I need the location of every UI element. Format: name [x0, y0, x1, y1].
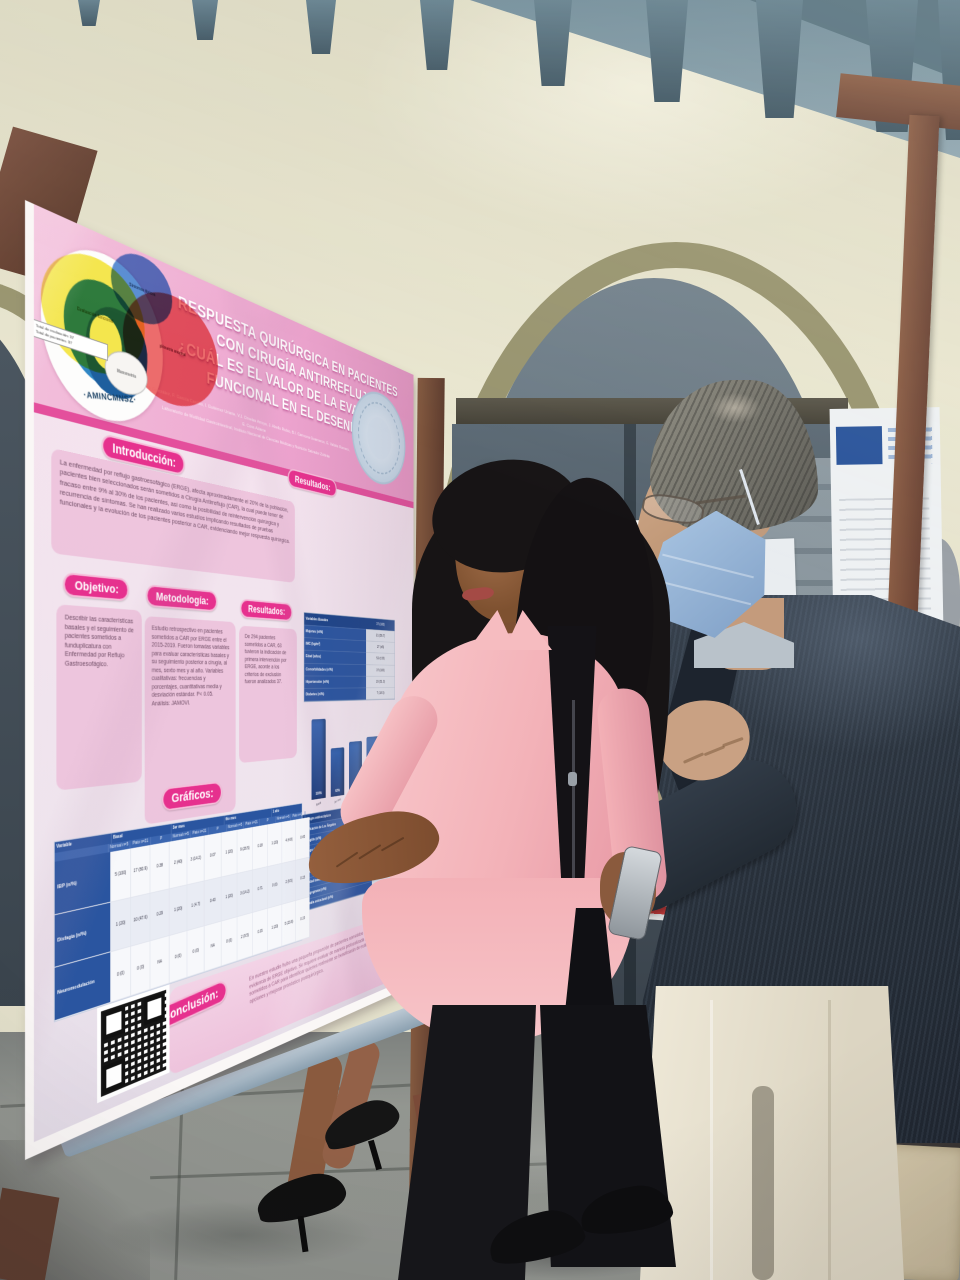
finger-line	[358, 844, 382, 860]
table-cell: 0 (0)	[169, 931, 188, 984]
table-cell: 0 (0)	[187, 926, 205, 978]
table-cell: 37 (100)	[366, 664, 395, 677]
table-cell: 1 (20)	[221, 829, 238, 878]
objetivo-panel: Describir las características basales y …	[56, 604, 142, 791]
pants-shadow-gap	[752, 1086, 774, 1280]
table-cell: 4 (4.8)	[282, 819, 297, 864]
table-cell: NA	[204, 921, 222, 972]
table-cell: 10 (47.6)	[131, 893, 151, 947]
bar-value-label: 62%	[335, 788, 340, 794]
table-cell: 0 (0)	[221, 917, 238, 967]
table-cell: 7 (18.9)	[366, 687, 395, 700]
table-cell: 1 (20)	[221, 873, 238, 922]
finger-line	[703, 745, 726, 757]
mask-fold	[662, 554, 754, 579]
roof-beam	[78, 0, 100, 26]
table-cell: 1 (20)	[110, 897, 132, 953]
finger-line	[380, 836, 405, 852]
table-cell: 0 (0)	[131, 941, 151, 997]
table-cell: 27 (±5)	[366, 641, 395, 655]
table-cell: 1 (20)	[267, 904, 283, 952]
table-cell: 0.43	[204, 877, 222, 927]
table-cell: 0 (0)	[267, 863, 283, 909]
table-cell: NA	[150, 936, 170, 990]
table-cell: 0.29	[150, 888, 170, 942]
table-cell: 5 (100)	[110, 848, 132, 903]
table-cell: 0 (0)	[110, 946, 132, 1003]
metodologia-text: Estudio retrospectivo en pacientes somet…	[151, 623, 230, 707]
table-cell: 0.15	[252, 908, 268, 956]
pants-crease	[710, 1000, 713, 1280]
floor-dark-patch	[60, 1190, 420, 1280]
table-cell: 52 (±15)	[366, 653, 395, 666]
finger-line	[335, 851, 359, 868]
bar-value-label: 100%	[315, 791, 322, 797]
table-row: Comorbilidades (n/%) 37 (100)	[304, 663, 395, 677]
bar: 62%	[330, 747, 345, 797]
section-label-resultados-col: Resultados:	[240, 598, 293, 622]
roof-beam	[306, 0, 336, 54]
bar: 100%	[311, 718, 326, 800]
table-cell: 0.15	[296, 897, 310, 942]
table-cell: 19 (51.3)	[366, 676, 395, 689]
table-cell: 3 (14.2)	[237, 870, 253, 918]
right-poster-blue-block	[835, 426, 883, 465]
table-cell: Comorbilidades (n/%)	[304, 663, 367, 677]
table-cell: 0.71	[252, 866, 268, 914]
variables-basales-table: Variables Basales 37 (100) Mujeres (n/%) 21…	[303, 612, 395, 703]
table-cell: 0.07	[204, 832, 222, 881]
table-cell: 0.45	[296, 817, 310, 861]
table-cell: 5 (23.8)	[282, 900, 297, 947]
zipper-pull	[568, 772, 577, 786]
table-cell: Hipertensión (n/%)	[304, 676, 367, 689]
table-cell: 2 (9.5)	[237, 913, 253, 962]
pants-crease	[828, 1000, 831, 1280]
attendee-man-crown-highlight	[700, 388, 770, 428]
table-cell: 0.18	[252, 824, 268, 871]
mask-fold	[659, 580, 751, 605]
finger-line	[722, 736, 744, 748]
table-cell: 17 (80.9)	[131, 844, 151, 898]
table-row: Diabetes (n/%) 7 (18.9)	[304, 687, 395, 702]
resultados-panel: De 294 pacientes sometidos a CAR, 63 tuv…	[239, 625, 297, 764]
table-cell: 9 (28.5)	[237, 827, 253, 874]
poster-white-edge	[25, 200, 34, 1160]
objetivo-text: Describir las características basales y …	[64, 612, 134, 668]
zipper	[572, 700, 575, 885]
table-row: Hipertensión (n/%) 19 (51.3)	[304, 676, 395, 689]
table-cell: 0.38	[150, 841, 170, 894]
resultados-text: De 294 pacientes sometidos a CAR, 63 tuv…	[244, 632, 287, 685]
finger-line	[682, 752, 705, 764]
table-cell: 3 (14.2)	[187, 835, 205, 885]
table-cell: 1 (4.7)	[187, 880, 205, 932]
table-cell: 2 (40)	[169, 838, 188, 889]
table-cell: Diabetes (n/%)	[304, 688, 367, 702]
table-cell: 2 (9.5)	[282, 860, 297, 905]
table-cell: 1 (20)	[267, 821, 283, 867]
table-cell: 0.15	[296, 857, 310, 901]
table-cell: 1 (20)	[169, 884, 188, 937]
